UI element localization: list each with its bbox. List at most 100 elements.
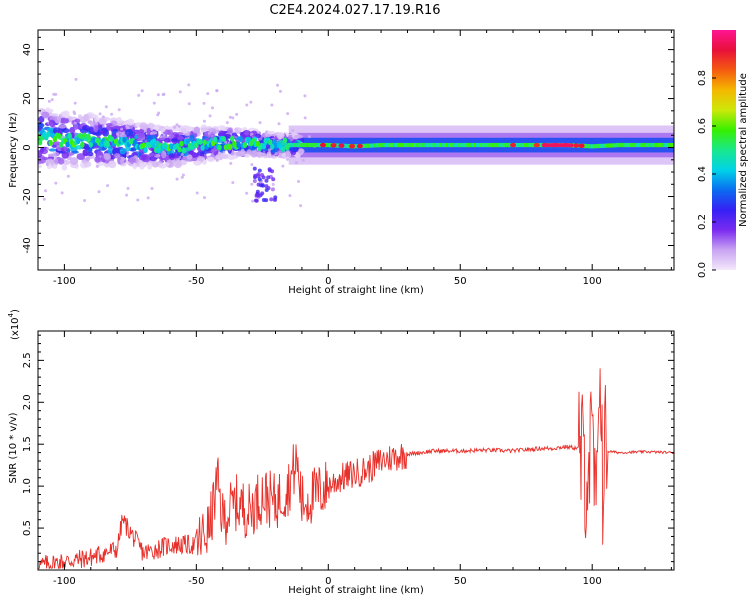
spectrogram-cell [179,140,184,147]
spectrogram-cell [42,197,46,201]
spectrogram-cell [108,160,117,169]
spectrogram-cell [44,189,48,193]
spectrogram-y-tick-label: -20 [22,188,33,204]
spectrogram-cell [69,157,79,165]
spectrogram-y-tick-label: -40 [22,237,33,253]
colorbar-tick-label: 0.0 [697,262,708,278]
spectrogram-cell [260,191,265,196]
spectrogram-cell [244,153,251,158]
colorbar-tick-label: 0.4 [697,166,708,182]
snr-multiplier-close: ) [10,309,21,313]
spectrogram-cell [176,135,184,141]
snr-multiplier-base: (x10 [10,317,21,340]
spectrogram-cell [126,186,130,190]
spectrogram-x-tick-label: -50 [188,276,204,287]
spectrogram-cell [51,144,58,148]
spectrogram-cell [349,144,356,149]
spectrogram-cell [159,135,163,139]
spectrogram-cell [268,139,273,146]
spectrogram-cell [156,93,160,97]
spectrogram-cell [186,154,193,160]
spectrogram-cell [76,153,86,160]
spectrogram-cell [177,124,181,128]
spectrogram-cell [272,197,277,202]
spectrogram-cell [223,133,232,139]
spectrogram-cell [52,152,56,156]
spectrogram-cell [134,134,139,139]
spectrogram-cell [217,144,222,151]
spectrogram-frame [37,29,675,271]
spectrogram-cell [101,124,105,128]
spectrogram-cell [94,114,100,123]
spectrogram-cell [230,135,235,142]
spectrogram-cell [98,116,108,125]
spectrogram-cell [274,152,278,156]
spectrogram-cell [58,124,67,129]
spectrogram-cell [264,184,269,189]
spectrogram-cell [46,131,51,138]
spectrogram-cell [266,175,271,180]
spectrogram-cell [250,182,254,186]
spectrogram-cell [185,138,191,145]
spectrogram-cell [146,127,151,136]
spectrogram-cell [93,124,99,133]
colorbar-label: Normalized spectral amplitude [738,73,749,227]
spectrogram-cell [187,102,191,106]
spectrogram-cell [162,134,166,138]
spectrogram-heatmap [38,77,674,208]
spectrogram-y-ticks: -40 -20 0 20 40 [22,36,674,271]
spectrogram-cell [112,147,121,155]
spectrogram-cell [268,148,272,152]
spectrogram-cell [278,89,282,93]
spectrogram-cell [38,163,42,169]
spectrogram-cell [72,110,76,114]
spectrogram-cell [197,155,205,162]
spectrogram-cell [255,189,260,194]
spectrogram-cell [57,157,65,165]
spectrogram-cell [126,118,135,126]
spectrogram-cell [189,134,195,143]
spectrogram-cell [288,194,292,198]
spectrogram-cell [82,125,91,131]
spectrogram-cell [252,166,257,171]
spectrogram-cell [82,149,88,156]
spectrogram-cell [254,198,259,203]
spectrogram-cell [271,182,275,186]
spectrogram-cell [202,101,206,105]
spectrogram-y-label: Frequency (Hz) [8,112,19,188]
spectrogram-cell [150,187,154,191]
spectrogram-cell [173,125,177,129]
spectrogram-cell [114,152,121,159]
spectrogram-cell [158,163,167,169]
spectrogram-cell [170,138,179,142]
spectrogram-cell [260,183,265,188]
spectrogram-cell [125,153,129,157]
spectrogram-cell [113,125,121,129]
spectrogram-cell [87,151,94,157]
spectrogram-cell [75,138,81,145]
spectrogram-cell [240,148,246,156]
spectrogram-cell [249,100,253,104]
spectrogram-cell [38,139,43,146]
spectrogram-cell [83,199,87,203]
spectrogram-cell [148,153,157,157]
spectrogram-cell [141,142,146,149]
spectrogram-cell [136,198,140,202]
spectrogram-cell [215,89,219,93]
spectrogram-cell [38,122,45,129]
spectrogram-cell [175,123,179,127]
spectrogram-cell [103,153,107,157]
snr-y-multiplier: (x104) [7,309,21,340]
spectrogram-cell [264,198,269,203]
spectrogram-cell [210,106,214,110]
spectrogram-cell [231,116,235,120]
spectrogram-cell [218,130,226,137]
spectrogram-cell [137,131,145,140]
spectrogram-cell [41,111,50,119]
spectrogram-cell [252,178,257,183]
colorbar-tick-label: 0.6 [697,118,708,134]
spectrogram-cell [276,132,285,140]
spectrogram-cell [110,112,114,116]
spectrogram-cell [245,103,249,107]
spectrogram-cell [267,167,272,172]
